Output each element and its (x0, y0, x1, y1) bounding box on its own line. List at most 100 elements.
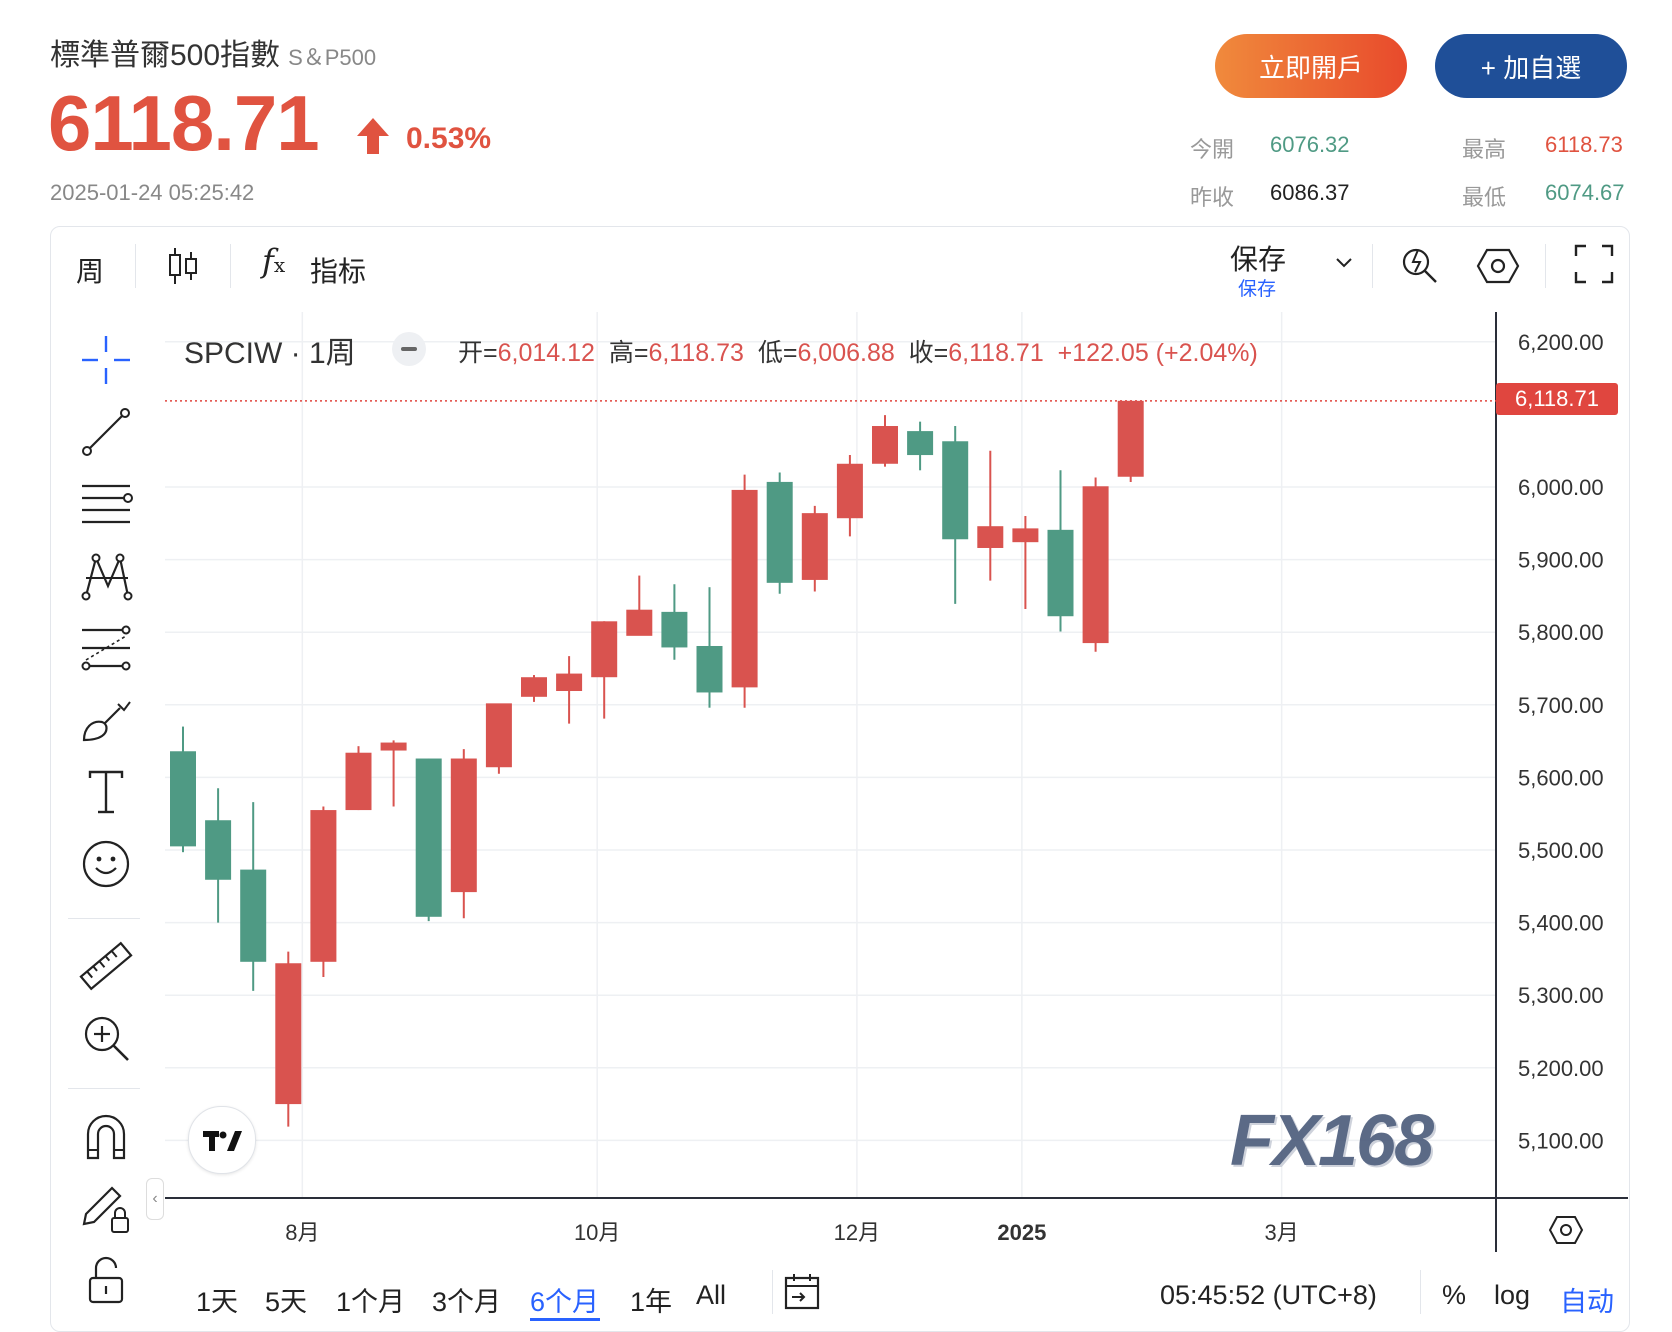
horizontal-lines-icon[interactable] (78, 476, 134, 532)
fullscreen-icon[interactable] (1574, 244, 1614, 284)
current-price: 6118.71 (48, 79, 320, 167)
settings-icon[interactable] (1476, 244, 1520, 288)
watermark: FX168 (1230, 1101, 1434, 1181)
unlock-icon[interactable] (78, 1252, 134, 1308)
candle-body (872, 426, 898, 464)
index-subtitle: S＆P500 (288, 45, 377, 70)
tv-logo-icon (203, 1131, 242, 1151)
fx-icon[interactable]: fx (262, 242, 286, 280)
candle-body (696, 645, 723, 693)
candle-body (380, 742, 407, 751)
change-value: +122.05 (+2.04%) (1057, 339, 1258, 367)
pattern-icon[interactable] (78, 548, 134, 604)
high-label: 高= (608, 339, 649, 367)
legend-collapse-button[interactable] (392, 332, 426, 366)
calendar-goto-icon[interactable] (782, 1272, 822, 1312)
y-tick-label: 5,600.00 (1518, 765, 1604, 790)
candle-body (977, 526, 1004, 548)
active-range-underline (530, 1318, 600, 1321)
candle-body (1082, 486, 1109, 644)
candle-body (521, 677, 547, 697)
open-account-button[interactable]: 立即開戶 (1215, 34, 1407, 98)
x-tick-label: 2025 (997, 1220, 1046, 1245)
axis-settings-icon[interactable] (1548, 1212, 1584, 1248)
candle-body (801, 513, 828, 580)
toolbar-divider (1545, 244, 1546, 288)
high-label: 最高 (1462, 137, 1507, 162)
low-label: 低= (757, 339, 798, 367)
y-tick-label: 5,200.00 (1518, 1056, 1604, 1081)
auto-toggle[interactable]: 自动 (1560, 1287, 1614, 1317)
toolbar-divider (230, 244, 231, 288)
toolbar-divider (135, 244, 136, 288)
collapse-sidebar-button[interactable]: ‹ (146, 1178, 164, 1220)
ruler-icon[interactable] (78, 938, 134, 994)
candle-body (415, 758, 442, 917)
y-tick-label: 5,400.00 (1518, 911, 1604, 936)
emoji-icon[interactable] (78, 836, 134, 892)
range-2-button[interactable]: 1个月 (336, 1287, 406, 1317)
y-tick-label: 5,100.00 (1518, 1128, 1604, 1153)
toolbar-divider (1372, 244, 1373, 288)
candle-body (731, 489, 758, 688)
text-tool-icon[interactable] (78, 764, 134, 820)
quick-search-icon[interactable] (1398, 242, 1442, 286)
save-button[interactable]: 保存 (1230, 244, 1287, 275)
magnet-icon[interactable] (78, 1108, 134, 1164)
chevron-down-icon[interactable] (1334, 256, 1354, 270)
low-value: 6074.67 (1545, 180, 1625, 205)
range-6-button[interactable]: All (696, 1280, 727, 1310)
range-5-button[interactable]: 1年 (630, 1287, 673, 1317)
candle-body (485, 703, 512, 768)
y-tick-label: 5,300.00 (1518, 983, 1604, 1008)
page-title: 標準普爾500指數 S＆P500 (50, 30, 376, 74)
last-price-badge: 6,118.71 (1496, 383, 1618, 415)
candles-icon[interactable] (166, 246, 200, 286)
change-percent: 0.53% (406, 122, 492, 155)
timestamp: 2025-01-24 05:25:42 (50, 180, 255, 205)
fib-tool-icon[interactable] (78, 620, 134, 676)
high-value: 6,118.73 (648, 339, 744, 367)
x-tick-label: 10月 (574, 1220, 620, 1245)
arrow-up-icon (357, 118, 389, 154)
candle-body (836, 463, 863, 519)
candle-body (310, 810, 337, 962)
candle-body (766, 481, 793, 583)
brush-icon[interactable] (78, 692, 134, 748)
y-tick-label: 6,000.00 (1518, 475, 1604, 500)
x-tick-label: 8月 (285, 1220, 319, 1245)
lock-drawing-icon[interactable] (78, 1180, 134, 1236)
footer-divider (1420, 1270, 1421, 1314)
log-toggle[interactable]: log (1494, 1280, 1531, 1310)
interval-selector[interactable]: 周 (76, 256, 105, 287)
x-tick-label: 12月 (834, 1220, 880, 1245)
add-watchlist-button[interactable]: + 加自選 (1435, 34, 1627, 98)
low-value: 6,006.88 (797, 339, 895, 367)
candle-body (661, 611, 688, 648)
open-value: 6,014.12 (497, 339, 595, 367)
tradingview-logo[interactable] (188, 1106, 256, 1174)
crosshair-icon[interactable] (78, 332, 134, 388)
trend-line-icon[interactable] (78, 404, 134, 460)
index-name: 標準普爾500指數 (50, 39, 281, 72)
high-value: 6118.73 (1545, 132, 1623, 157)
utc-clock[interactable]: 05:45:52 (UTC+8) (1160, 1280, 1377, 1310)
indicators-button[interactable]: 指标 (310, 256, 367, 287)
range-1-button[interactable]: 5天 (265, 1287, 308, 1317)
ohlc-legend: 开=6,014.12 高=6,118.73 低=6,006.88 收=6,118… (458, 333, 1258, 369)
candle-body (205, 820, 232, 880)
range-3-button[interactable]: 3个月 (432, 1287, 502, 1317)
candle-body (556, 673, 583, 692)
prev-close-label: 昨收 (1190, 185, 1235, 210)
range-4-button[interactable]: 6个月 (530, 1287, 600, 1317)
candle-body (626, 609, 653, 636)
candle-body (170, 751, 196, 847)
candle-body (1012, 528, 1039, 543)
y-tick-label: 5,500.00 (1518, 838, 1604, 863)
zoom-in-icon[interactable] (78, 1010, 134, 1066)
percent-toggle[interactable]: % (1442, 1280, 1467, 1310)
close-value: 6,118.71 (948, 339, 1044, 367)
range-0-button[interactable]: 1天 (196, 1287, 239, 1317)
y-tick-label: 5,800.00 (1518, 620, 1604, 645)
